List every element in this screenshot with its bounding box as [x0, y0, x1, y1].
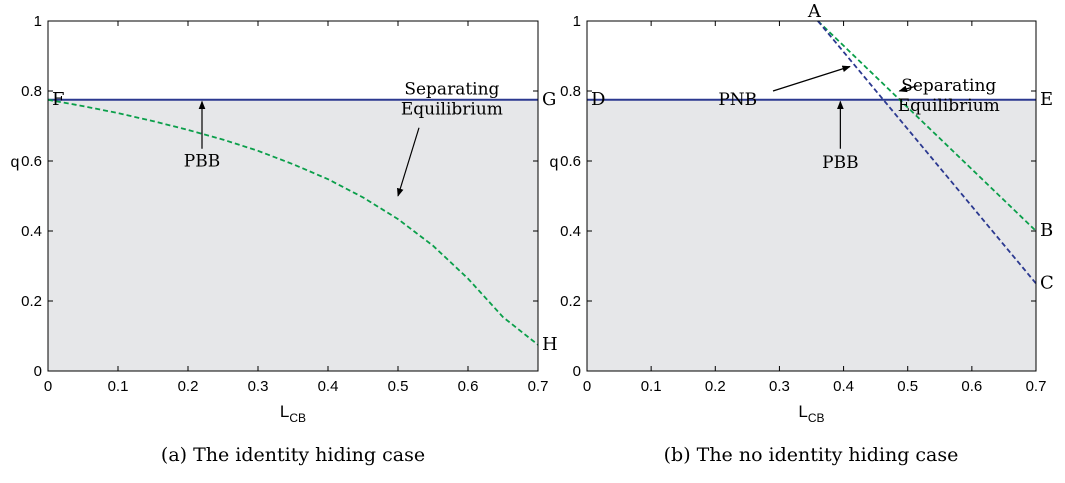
axes-frame: [586, 20, 1037, 372]
x-tick-label: 0.2: [178, 378, 199, 395]
y-tick-label: 0.6: [560, 153, 581, 170]
x-tick-label: 0: [44, 378, 52, 395]
x-tick-label: 0.5: [388, 378, 409, 395]
dashed-series-line-2: [817, 20, 1037, 285]
axes-frame: [47, 20, 539, 372]
x-tick-label: 0.6: [961, 378, 982, 395]
x-axis-label: LCB: [798, 402, 824, 425]
x-axis-label-main: L: [280, 402, 289, 421]
panel-caption: (a) The identity hiding case: [161, 444, 425, 466]
point-label-b: B: [1040, 220, 1053, 241]
y-tick-label: 1: [573, 13, 581, 30]
x-tick-label: 0.2: [705, 378, 726, 395]
y-tick-label: 0.6: [21, 153, 42, 170]
point-label-g: G: [542, 89, 556, 110]
y-tick-label: 0: [34, 363, 42, 380]
annotation-label-separating: Separating: [404, 80, 499, 100]
x-tick-label: 0.3: [769, 378, 790, 395]
y-axis-label: q: [550, 154, 559, 171]
x-tick-label: 0.1: [641, 378, 662, 395]
panel-caption: (b) The no identity hiding case: [664, 444, 959, 466]
dashed-series-line-1: [47, 98, 539, 346]
annotation-label-equilibrium: Equilibrium: [401, 100, 503, 120]
x-tick-label: 0: [583, 378, 591, 395]
x-tick-label: 0.5: [897, 378, 918, 395]
x-tick-label: 0.1: [108, 378, 129, 395]
x-tick-label: 0.3: [248, 378, 269, 395]
x-axis-label-main: L: [798, 402, 807, 421]
shaded-region: [48, 99, 538, 371]
point-label-h: H: [542, 334, 558, 355]
y-tick-label: 0.2: [21, 293, 42, 310]
x-tick-label: 0.7: [1026, 378, 1047, 395]
point-label-a: A: [807, 1, 822, 22]
y-tick-label: 0.2: [560, 293, 581, 310]
annotation-arrow: [898, 85, 918, 93]
panel-b: 0 0.1 0.2 0.3 0.4 0.5 0.6 0.700.20.40.60.81qLCB…: [550, 1, 1054, 466]
x-axis-label-subscript: CB: [289, 411, 306, 425]
y-tick-label: 0.4: [21, 223, 42, 240]
shaded-region: [587, 99, 1036, 371]
annotation-label-pbb: PBB: [822, 153, 858, 173]
x-axis-label-subscript: CB: [808, 411, 825, 425]
x-tick-label: 0.6: [458, 378, 479, 395]
annotation-label-equilibrium: Equilibrium: [898, 96, 1000, 116]
annotation-label-separating: Separating: [901, 76, 996, 96]
x-tick-label: 0.7: [528, 378, 549, 395]
x-tick-label: 0.4: [833, 378, 854, 395]
annotation-label-pnb: PNB: [718, 90, 757, 110]
annotation-arrow: [397, 127, 420, 197]
x-axis-label: LCB: [280, 402, 306, 425]
annotation-label-pbb: PBB: [184, 151, 220, 171]
dashed-series-line-1: [817, 20, 1037, 232]
y-tick-label: 0.8: [21, 83, 42, 100]
annotation-arrow: [772, 65, 851, 92]
y-tick-label: 0.8: [560, 83, 581, 100]
point-label-c: C: [1040, 273, 1054, 294]
point-label-d: D: [591, 89, 605, 110]
x-tick-label: 0.4: [318, 378, 339, 395]
point-label-e: E: [1040, 89, 1053, 110]
y-tick-label: 0: [573, 363, 581, 380]
panel-a: 0 0.1 0.2 0.3 0.4 0.5 0.6 0.7 0 0.2 0.4 0.6 0.8 1 q LCB…: [11, 13, 558, 466]
y-tick-label: 1: [34, 13, 42, 30]
y-axis-label: q: [11, 154, 20, 171]
y-tick-label: 0.4: [560, 223, 581, 240]
point-label-f: F: [52, 89, 65, 110]
